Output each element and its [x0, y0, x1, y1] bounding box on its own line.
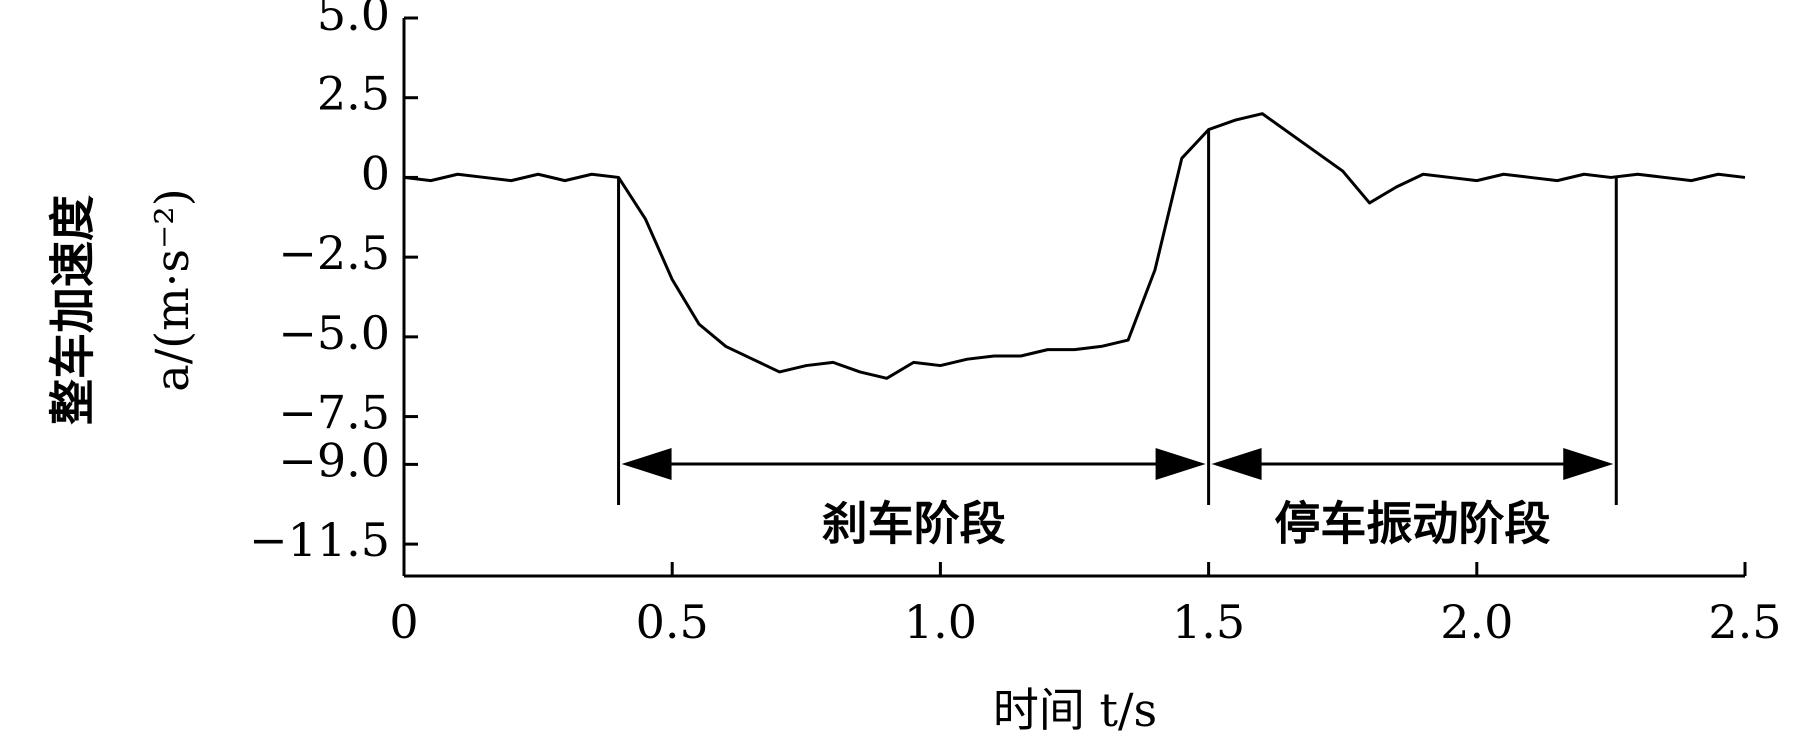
x-tick-label: 2.5 — [1708, 595, 1781, 649]
y-tick-label: −7.5 — [278, 386, 390, 440]
y-tick-label: 0 — [361, 146, 390, 200]
y-tick-label: 2.5 — [317, 67, 390, 121]
y-tick-label: −5.0 — [278, 306, 390, 360]
x-tick-label: 2.0 — [1440, 595, 1513, 649]
phase-label: 停车振动阶段 — [1274, 497, 1550, 551]
phase-label: 刹车阶段 — [822, 497, 1006, 551]
data-line — [403, 112, 1746, 380]
x-tick-label: 0 — [389, 595, 418, 649]
arrow-head — [621, 448, 672, 480]
y-tick-label: −11.5 — [249, 513, 390, 567]
y-axis-unit: a/(m·s⁻²) — [145, 188, 199, 391]
y-tick-label: 5.0 — [317, 0, 390, 41]
x-tick-label: 1.5 — [1172, 595, 1245, 649]
y-tick-label: −2.5 — [278, 226, 390, 280]
x-axis-title: 时间 t/s — [993, 683, 1157, 737]
y-tick-label: −9.0 — [278, 433, 390, 487]
arrow-head — [1563, 448, 1614, 480]
y-axis-title: 整车加速度 — [46, 195, 100, 425]
arrow-head — [1211, 448, 1262, 480]
x-tick-label: 0.5 — [636, 595, 709, 649]
arrow-head — [1155, 448, 1206, 480]
x-tick-label: 1.0 — [904, 595, 977, 649]
